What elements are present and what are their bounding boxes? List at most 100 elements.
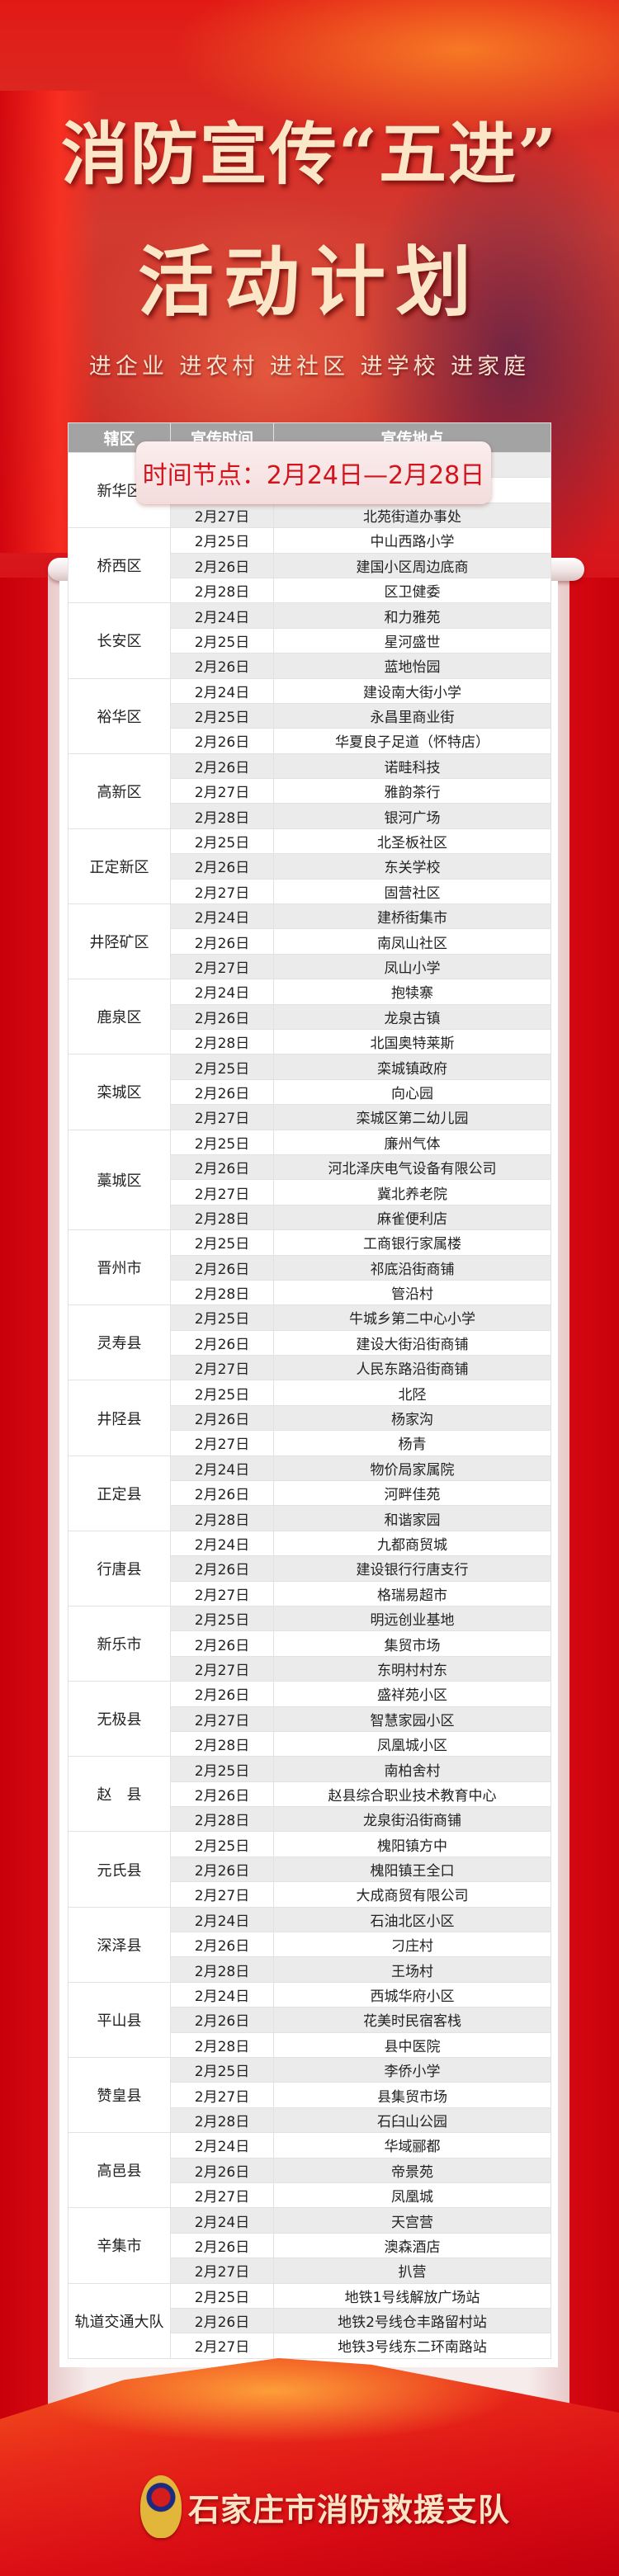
- table-row: 无极县 2月26日 盛祥苑小区: [68, 1681, 551, 1757]
- date-cell: 2月26日: [170, 552, 274, 578]
- date-cell: 2月25日: [170, 627, 274, 654]
- district-cell: 藁城区: [68, 1129, 171, 1231]
- location-cell: 刁庄村: [273, 1932, 551, 1958]
- table-row: 正定新区 2月25日 北圣板社区: [68, 828, 551, 905]
- table-row: 鹿泉区 2月24日 抱犊寨: [68, 979, 551, 1055]
- table-row: 2月26日 祁底沿街商铺: [69, 1254, 551, 1281]
- date-cell: 2月27日: [170, 953, 274, 980]
- table-row: 2月28日 王场村: [69, 1956, 551, 1983]
- table-row: 2月28日 和谐家园: [69, 1505, 551, 1531]
- table-row: 2月26日 龙泉古镇: [69, 1003, 551, 1030]
- location-cell: 龙泉古镇: [273, 1003, 551, 1030]
- location-cell: 雅韵茶行: [273, 778, 551, 804]
- date-cell: 2月27日: [170, 1881, 274, 1908]
- location-cell: 扒营: [273, 2258, 551, 2284]
- date-cell: 2月27日: [170, 1706, 274, 1732]
- table-row: 赞皇县 2月25日 李侨小学: [68, 2056, 551, 2134]
- date-cell: 2月24日: [170, 2132, 274, 2158]
- location-cell: 地铁1号线解放广场站: [273, 2282, 551, 2309]
- date-cell: 2月25日: [170, 1756, 274, 1782]
- location-cell: 建国小区周边底商: [273, 552, 551, 578]
- location-cell: 地铁2号线仓丰路留村站: [273, 2307, 551, 2334]
- location-cell: 北国奥特莱斯: [273, 1028, 551, 1055]
- district-cell: 高新区: [68, 753, 171, 829]
- table-row: 2月27日 凤山小学: [69, 953, 551, 980]
- date-cell: 2月26日: [170, 1932, 274, 1958]
- date-cell: 2月26日: [170, 653, 274, 679]
- location-cell: 建设银行行唐支行: [273, 1555, 551, 1582]
- table-header-row: 辖区 宣传时间 宣传地点: [68, 422, 551, 453]
- location-cell: 杨家沟: [273, 1404, 551, 1432]
- table-row: 2月28日 北国奥特莱斯: [69, 1028, 551, 1055]
- date-cell: 2月26日: [170, 928, 274, 955]
- location-cell: 牛城乡第二中心小学: [273, 1305, 551, 1331]
- date-cell: 2月25日: [170, 702, 274, 729]
- table-row: 2月27日 东明村村东: [69, 1655, 551, 1682]
- date-cell: 2月26日: [170, 2307, 274, 2334]
- table-row: 赵 县 2月25日 南柏舍村: [68, 1756, 551, 1833]
- date-cell: 2月26日: [170, 1630, 274, 1657]
- date-cell: 2月28日: [170, 1956, 274, 1983]
- date-cell: 2月25日: [170, 1054, 274, 1080]
- date-cell: 2月27日: [170, 2333, 274, 2359]
- location-cell: 工商银行家属楼: [273, 1229, 551, 1256]
- table-row: 元氏县 2月25日 槐阳镇方中: [68, 1831, 551, 1908]
- location-cell: 物价局家属院: [273, 1455, 551, 1482]
- table-row: 2月28日 凤凰城小区: [69, 1730, 551, 1757]
- date-cell: 2月25日: [170, 828, 274, 855]
- location-cell: 天宫营: [273, 2207, 551, 2234]
- table-row: 2月27日 栾城区第二幼儿园: [69, 1104, 551, 1130]
- location-cell: 河北泽庆电气设备有限公司: [273, 1154, 551, 1181]
- location-cell: 南柏舍村: [273, 1756, 551, 1782]
- table-row: 井陉县 2月25日 北陉: [68, 1380, 551, 1456]
- location-cell: 华域郦都: [273, 2132, 551, 2158]
- date-cell: 2月24日: [170, 1530, 274, 1557]
- location-cell: 东明村村东: [273, 1655, 551, 1682]
- date-cell: 2月27日: [170, 1580, 274, 1606]
- date-cell: 2月27日: [170, 878, 274, 905]
- district-cell: 长安区: [68, 602, 171, 679]
- location-cell: 石臼山公园: [273, 2107, 551, 2134]
- table-row: 正定县 2月24日 物价局家属院: [68, 1455, 551, 1531]
- time-range-badge: 时间节点：2月24日—2月28日: [136, 441, 491, 504]
- schedule-table: 辖区 宣传时间 宣传地点 新华区2月25日市二幼2月26日柏林庄小学2月27日北…: [68, 422, 551, 2359]
- table-row: 2月26日 南凤山社区: [69, 928, 551, 955]
- date-cell: 2月26日: [170, 1404, 274, 1432]
- table-row: 2月26日 集贸市场: [69, 1630, 551, 1657]
- location-cell: 槐阳镇王全口: [273, 1856, 551, 1883]
- date-cell: 2月26日: [170, 753, 274, 780]
- date-cell: 2月26日: [170, 2157, 274, 2183]
- table-row: 灵寿县 2月25日 牛城乡第二中心小学: [68, 1305, 551, 1381]
- date-cell: 2月28日: [170, 1806, 274, 1833]
- subtitle: 进企业 进农村 进社区 进学校 进家庭: [88, 354, 531, 380]
- table-row: 2月26日 河北泽庆电气设备有限公司: [69, 1154, 551, 1181]
- table-row: 高邑县 2月24日 华域郦都: [68, 2132, 551, 2209]
- location-cell: 集贸市场: [273, 1630, 551, 1657]
- table-row: 2月27日 扒营: [69, 2258, 551, 2284]
- location-cell: 栾城区第二幼儿园: [273, 1104, 551, 1130]
- date-cell: 2月26日: [170, 1856, 274, 1883]
- table-row: 2月26日 华夏良子足道（怀特店）: [69, 728, 551, 754]
- location-cell: 东关学校: [273, 853, 551, 880]
- location-cell: 九都商贸城: [273, 1530, 551, 1557]
- location-cell: 南凤山社区: [273, 928, 551, 955]
- district-cell: 平山县: [68, 1981, 171, 2059]
- date-cell: 2月27日: [170, 2182, 274, 2209]
- date-cell: 2月27日: [170, 1179, 274, 1205]
- table-row: 2月25日 永昌里商业街: [69, 702, 551, 729]
- table-row: 2月26日 建设银行行唐支行: [69, 1555, 551, 1582]
- date-cell: 2月28日: [170, 803, 274, 829]
- location-cell: 麻雀便利店: [273, 1204, 551, 1231]
- district-cell: 深泽县: [68, 1906, 171, 1983]
- location-cell: 北陉: [273, 1380, 551, 1406]
- table-row: 2月25日 星河盛世: [69, 627, 551, 654]
- fire-rescue-emblem-icon: [140, 2475, 182, 2538]
- table-row: 井陉矿区 2月24日 建桥街集市: [68, 903, 551, 980]
- location-cell: 建设大街沿街商铺: [273, 1329, 551, 1356]
- date-cell: 2月25日: [170, 2282, 274, 2309]
- date-cell: 2月28日: [170, 1028, 274, 1055]
- district-cell: 新乐市: [68, 1605, 171, 1682]
- date-cell: 2月26日: [170, 1003, 274, 1030]
- location-cell: 诺畦科技: [273, 753, 551, 780]
- location-cell: 和谐家园: [273, 1505, 551, 1531]
